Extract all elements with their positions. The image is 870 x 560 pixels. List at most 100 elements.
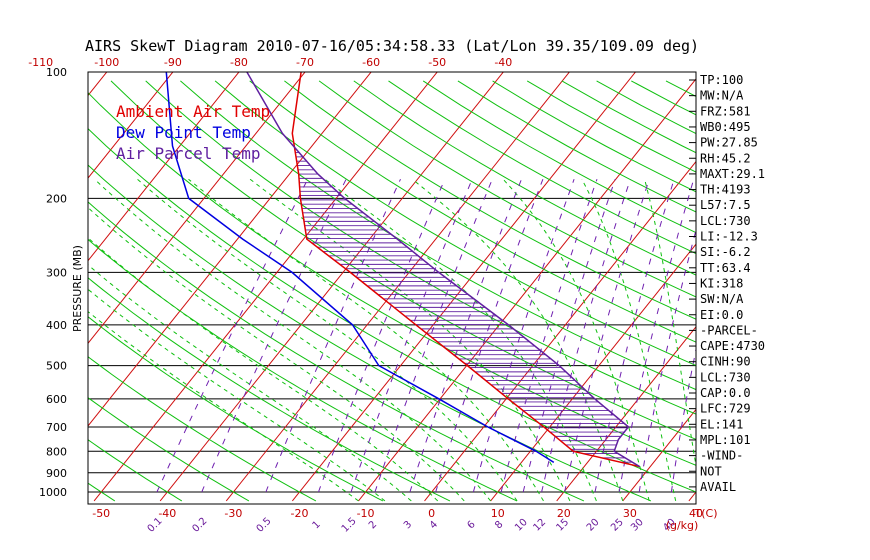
dry-adiabat-line: [88, 316, 384, 502]
dry-adiabat-line: [318, 80, 696, 298]
isotherm-line: [159, 72, 504, 502]
isotherm-line: [88, 72, 306, 345]
bottom-temp-tick-label: 0: [428, 507, 435, 520]
mixing-ratio-tick-label: 0.5: [255, 516, 274, 535]
dry-adiabat-line: [214, 80, 696, 367]
mixing-ratio-line: [522, 179, 616, 493]
mixing-ratio-line: [564, 179, 650, 493]
dry-adiabat-line: [88, 277, 451, 502]
top-temp-tick-label: -50: [428, 56, 446, 69]
moist-adiabat-line: [88, 288, 386, 502]
stability-index-item: CINH:90: [700, 355, 751, 369]
top-temp-tick-label: -90: [164, 56, 182, 69]
bottom-temp-tick-label: -40: [158, 507, 176, 520]
plot-frame: [87, 71, 697, 505]
stability-index-item: SI:-6.2: [700, 245, 751, 259]
dry-adiabat-line: [88, 397, 250, 502]
dry-adiabat-line: [492, 80, 696, 193]
background-grid: [0, 63, 870, 502]
dry-adiabat-line: [0, 81, 48, 501]
mixing-ratio-line: [500, 179, 598, 493]
dry-adiabat-line: [88, 128, 696, 493]
stability-index-item: LI:-12.3: [700, 230, 758, 244]
legend: Ambient Air Temp Dew Point Temp Air Parcel…: [116, 102, 270, 163]
top-temp-tick-label: -110: [28, 56, 53, 69]
dry-adiabat-line: [180, 80, 696, 391]
bottom-temp-tick-label: -50: [92, 507, 110, 520]
stability-index-item: CAP:0.0: [700, 386, 751, 400]
stability-index-item: -PARCEL-: [700, 323, 758, 337]
moist-adiabat-line: [88, 237, 439, 502]
pressure-tick-label: 700: [46, 421, 67, 434]
isotherm-line: [0, 63, 48, 501]
bottom-temp-tick-label: 20: [557, 507, 571, 520]
pressure-tick-label: 400: [46, 319, 67, 332]
isotherm-line: [622, 408, 696, 502]
isotherm-line: [755, 63, 870, 501]
profile-lines: [165, 72, 641, 468]
pressure-tick-label: 600: [46, 393, 67, 406]
moist-adiabat-line: [94, 178, 491, 502]
mixing-ratio-line: [594, 179, 675, 493]
stability-index-item: FRZ:581: [700, 104, 751, 118]
dry-adiabat-line: [88, 238, 518, 502]
mixing-ratio-tick-label: 8: [493, 519, 505, 531]
mixing-ratio-tick-label: 2: [367, 519, 379, 531]
dry-adiabat-line: [88, 356, 317, 502]
isotherm-line: [93, 72, 438, 502]
top-temp-tick-label: -70: [296, 56, 314, 69]
dry-adiabat-line: [284, 80, 696, 320]
mixing-ratio-line: [435, 179, 544, 493]
moist-adiabat-line: [324, 178, 597, 502]
stability-index-item: TH:4193: [700, 183, 751, 197]
stability-index-item: LFC:729: [700, 402, 751, 416]
isotherm-line: [88, 72, 372, 427]
isotherm-line: [88, 72, 108, 97]
top-temp-tick-label: -100: [94, 56, 119, 69]
mixing-ratio-tick-label: 10: [513, 517, 530, 534]
dry-adiabat-line: [249, 80, 696, 343]
stability-index-item: EI:0.0: [700, 308, 743, 322]
isotherm-line: [88, 72, 174, 179]
dry-adiabat-line: [88, 482, 116, 502]
stability-index-item: LCL:730: [700, 214, 751, 228]
stability-index-item: PW:27.85: [700, 136, 758, 150]
mixing-ratio-tick-label: 1: [311, 519, 323, 531]
stability-index-item: RH:45.2: [700, 151, 751, 165]
legend-entry: Air Parcel Temp: [116, 144, 261, 163]
stability-index-item: AVAIL: [700, 480, 736, 494]
moist-adiabat-line: [137, 178, 518, 502]
series-line-dew-point-temp: [165, 72, 555, 464]
dry-adiabat-line: [665, 80, 696, 98]
dry-adiabat-line: [353, 80, 696, 276]
mixing-ratio-tick-label: 3: [402, 519, 414, 531]
stability-index-item: EL:141: [700, 417, 743, 431]
pressure-tick-label: 200: [46, 192, 67, 205]
dry-adiabat-line: [145, 80, 696, 415]
dry-adiabat-line: [388, 80, 696, 255]
stability-index-item: MPL:101: [700, 433, 751, 447]
isotherm-line: [291, 72, 637, 502]
stability-index-item: LCL:730: [700, 370, 751, 384]
bottom-temp-tick-label: 10: [491, 507, 505, 520]
mixing-ratio-tick-label: 0.2: [191, 516, 210, 535]
top-temp-tick-label: -80: [230, 56, 248, 69]
cape-hatching: [294, 147, 633, 463]
legend-entry: Ambient Air Temp: [116, 102, 270, 121]
stability-index-item: L57:7.5: [700, 198, 751, 212]
mixing-ratio-tick-label: 20: [585, 517, 602, 534]
top-temp-tick-label: -60: [362, 56, 380, 69]
series-line-ambient-air-temp: [291, 72, 640, 468]
top-temp-tick-label: -40: [494, 56, 512, 69]
stability-index-item: MW:N/A: [700, 89, 744, 103]
mixing-ratio-line: [156, 178, 309, 493]
pressure-tick-label: 100: [46, 66, 67, 79]
dry-adiabat-line: [88, 201, 585, 502]
y-axis-label: PRESSURE (MB): [71, 245, 84, 332]
bottom-temp-tick-label: 30: [623, 507, 637, 520]
stability-index-item: NOT: [700, 464, 722, 478]
mixing-ratio-line: [409, 179, 522, 493]
chart-title: AIRS SkewT Diagram 2010-07-16/05:34:58.3…: [85, 37, 699, 55]
